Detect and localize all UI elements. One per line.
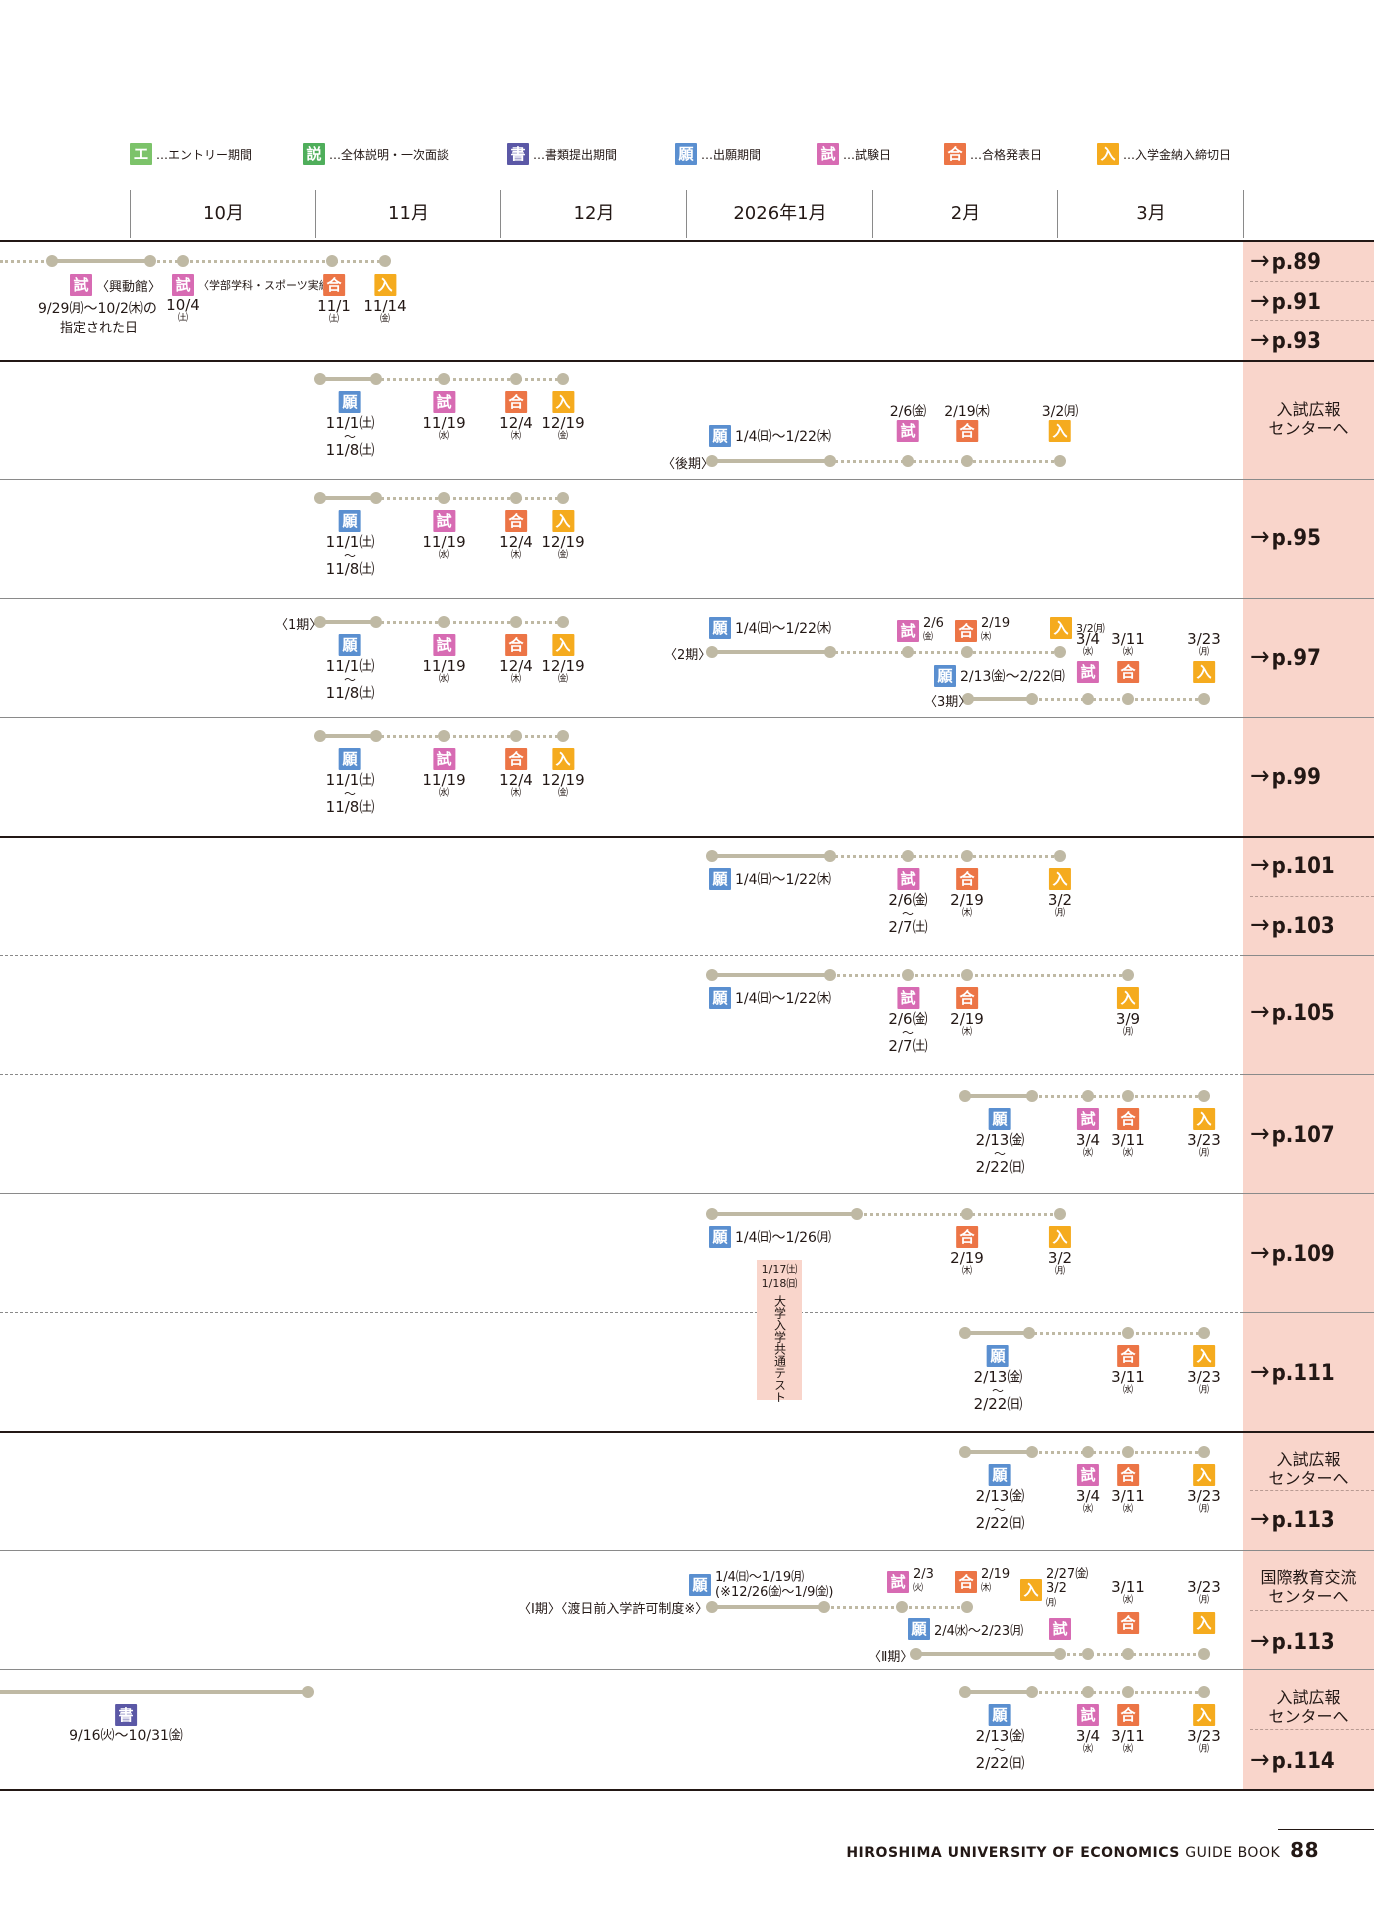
legend-item: 合 …合格発表日 — [944, 143, 1042, 165]
ref-p113a[interactable]: →p.113 — [1250, 1504, 1335, 1534]
ref-p97[interactable]: →p.97 — [1250, 642, 1321, 672]
month-mar: 3月 — [1057, 190, 1244, 238]
month-nov: 11月 — [315, 190, 501, 238]
ref-p91[interactable]: →p.91 — [1250, 286, 1321, 316]
month-jan: 2026年1月 — [686, 190, 873, 238]
legend-item: 書 …書類提出期間 — [507, 143, 617, 165]
common-test-note: 1/17㈯ 1/18㈰ 大学入学共通テスト — [757, 1260, 802, 1403]
ref-p109[interactable]: →p.109 — [1250, 1238, 1335, 1268]
ref-p101[interactable]: →p.101 — [1250, 850, 1335, 880]
ref-p107[interactable]: →p.107 — [1250, 1119, 1335, 1149]
ref-p114[interactable]: →p.114 — [1250, 1745, 1335, 1775]
ref-p89[interactable]: →p.89 — [1250, 246, 1321, 276]
legend-item: 願 …出願期間 — [675, 143, 761, 165]
rule — [0, 240, 1374, 242]
legend-item: 試 …試験日 — [817, 143, 891, 165]
footer: HIROSHIMA UNIVERSITY OF ECONOMICS GUIDE … — [846, 1838, 1319, 1862]
center-kouhou[interactable]: 入試広報 センターへ — [1268, 400, 1349, 438]
legend-item: 説 …全体説明・一次面談 — [303, 143, 449, 165]
month-feb: 2月 — [872, 190, 1058, 238]
legend-item: エ …エントリー期間 — [130, 143, 252, 165]
center-kokusai[interactable]: 国際教育交流 センターへ — [1260, 1568, 1357, 1606]
ref-p93[interactable]: →p.93 — [1250, 325, 1321, 355]
ref-p95[interactable]: →p.95 — [1250, 522, 1321, 552]
center-kouhou-2[interactable]: 入試広報 センターへ — [1268, 1450, 1349, 1488]
ref-p111[interactable]: →p.111 — [1250, 1357, 1335, 1387]
month-oct: 10月 — [130, 190, 316, 238]
month-dec: 12月 — [500, 190, 687, 238]
ref-p113b[interactable]: →p.113 — [1250, 1626, 1335, 1656]
ref-p105[interactable]: →p.105 — [1250, 997, 1335, 1027]
legend-item: 入 …入学金納入締切日 — [1097, 143, 1231, 165]
ref-p99[interactable]: →p.99 — [1250, 761, 1321, 791]
ref-p103[interactable]: →p.103 — [1250, 910, 1335, 940]
center-kouhou-3[interactable]: 入試広報 センターへ — [1268, 1688, 1349, 1726]
